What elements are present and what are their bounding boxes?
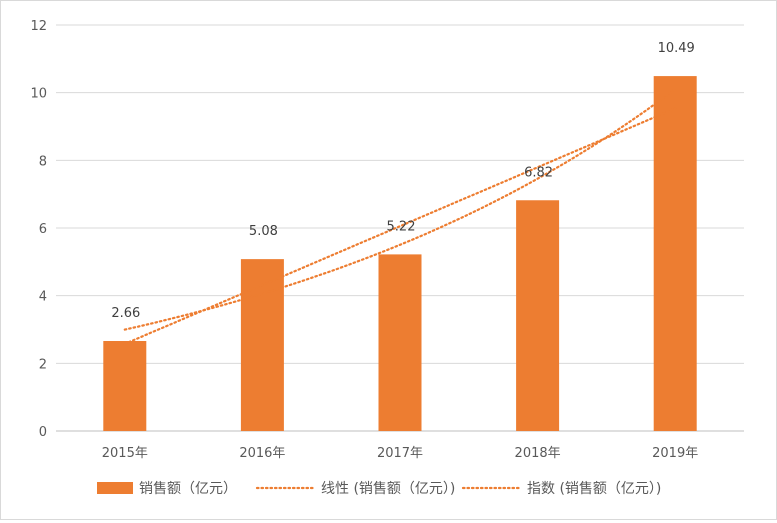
legend-label: 销售额（亿元）: [139, 481, 237, 497]
bar: [240, 259, 284, 431]
y-tick-label: 4: [39, 290, 47, 305]
data-label: 5.22: [387, 219, 416, 234]
y-tick-label: 8: [39, 154, 47, 169]
legend: 销售额（亿元） 线性 (销售额（亿元）) 指数 (销售额（亿元）): [97, 481, 661, 497]
data-labels: 2.66 5.08 5.22 6.82 10.49: [111, 41, 694, 321]
legend-label: 指数 (销售额（亿元）): [527, 481, 661, 497]
data-label: 10.49: [658, 41, 695, 56]
bars: [103, 76, 697, 432]
trendlines: [123, 87, 677, 345]
x-tick-label: 2018年: [515, 446, 561, 461]
data-label: 6.82: [524, 165, 553, 180]
y-axis-ticks: 0 2 4 6 8 10 12: [30, 19, 47, 440]
y-tick-label: 12: [30, 19, 47, 34]
bar: [378, 254, 422, 431]
bar: [653, 76, 697, 432]
y-tick-label: 6: [39, 222, 47, 237]
data-label: 5.08: [249, 224, 278, 239]
x-tick-label: 2016年: [239, 446, 285, 461]
y-tick-label: 0: [39, 425, 47, 440]
legend-label: 线性 (销售额（亿元）): [321, 481, 455, 497]
legend-swatch-bar: [97, 482, 133, 494]
x-tick-label: 2017年: [377, 446, 423, 461]
trendline-exponential: [123, 87, 677, 331]
x-tick-label: 2015年: [102, 446, 148, 461]
y-tick-label: 10: [30, 87, 47, 102]
y-tick-label: 2: [39, 357, 47, 372]
bar: [516, 200, 560, 431]
trendline-linear: [123, 107, 677, 345]
x-tick-label: 2019年: [652, 446, 698, 461]
data-label: 2.66: [111, 306, 140, 321]
x-axis-ticks: 2015年 2016年 2017年 2018年 2019年: [102, 446, 698, 461]
bar: [103, 341, 147, 431]
